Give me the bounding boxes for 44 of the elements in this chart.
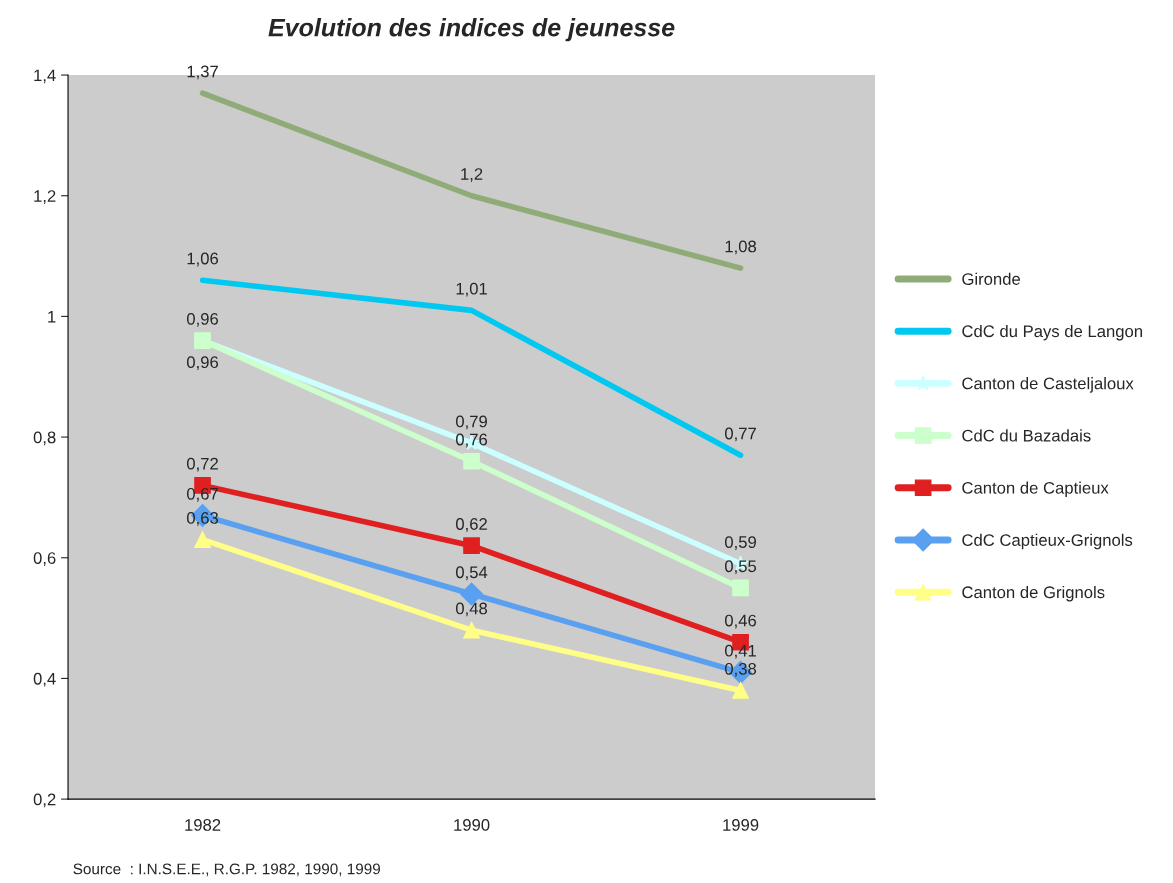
legend-label: Gironde [962,272,1021,285]
source-note: Source : I.N.S.E.E., R.G.P. 1982, 1990, 1999 [73,863,381,877]
point [463,452,480,470]
data-label: 0,54 [455,566,488,581]
data-label: 0,76 [455,433,488,448]
legend-label: CdC du Bazadais [962,429,1091,442]
y-tick-label: 1 [48,310,56,323]
data-label: 0,96 [186,356,219,371]
data-label: 0,55 [724,560,757,575]
data-label: 0,79 [455,415,487,430]
legend-label: Canton de Grignols [962,585,1105,602]
data-label: 1,2 [461,168,483,182]
data-label: 1,01 [456,282,487,297]
y-tick-label: 1,2 [34,190,56,204]
y-tick-label: 0,4 [33,672,56,687]
point [732,682,749,699]
point [463,621,480,639]
legend-label: CdC du Pays de Langon [962,324,1142,341]
point [732,579,749,597]
data-label: 0,67 [186,487,218,502]
data-label: 0,96 [186,312,219,327]
x-tick-label: 1990 [454,819,490,831]
y-tick-label: 0,6 [33,552,56,566]
data-label: 0,62 [455,518,487,532]
data-label: 0,72 [186,457,218,472]
x-tick-label: 1982 [185,819,221,831]
chart-title: Evolution des indices de jeunesse [268,18,675,42]
data-label: 0,41 [724,644,756,659]
data-label: 0,48 [455,602,488,617]
x-tick-label: 1999 [723,819,759,831]
point [463,537,480,555]
data-label: 0,46 [724,614,757,629]
data-label: 0,59 [724,536,756,550]
legend-label: Canton de Captieux [962,481,1109,498]
data-label: 1,08 [725,240,757,255]
y-tick-label: 0,8 [33,431,56,446]
y-tick-label: 0,2 [33,793,56,808]
y-tick-label: 1,4 [34,69,56,84]
data-label: 1,37 [187,65,218,80]
point [194,531,211,548]
data-label: 1,06 [187,252,219,267]
legend-label: CdC Captieux-Grignols [962,533,1133,550]
data-label: 0,77 [724,427,756,442]
legend-label: Canton de Casteljaloux [962,377,1134,393]
